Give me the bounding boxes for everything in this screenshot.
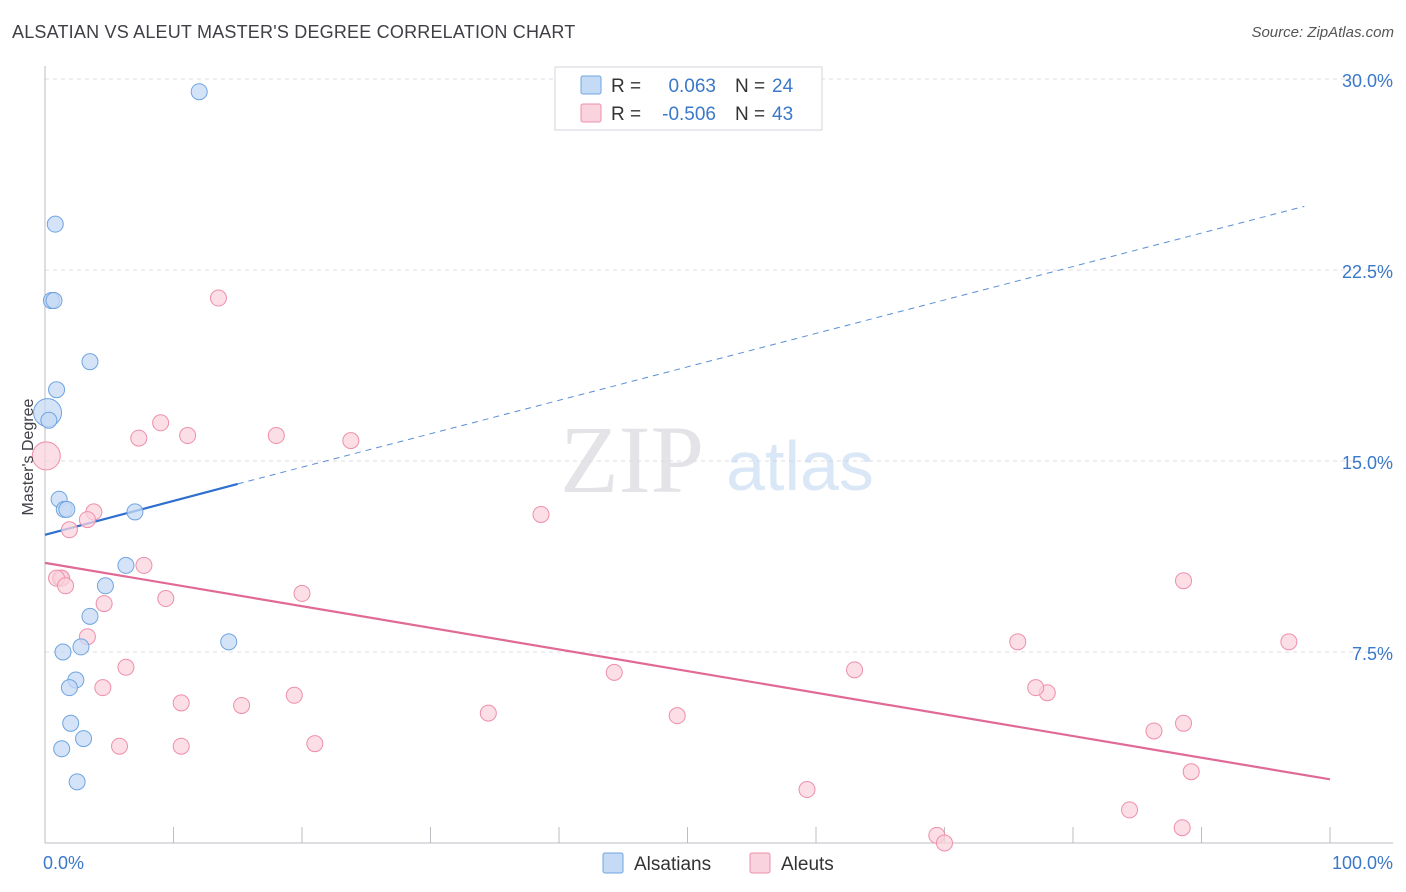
aleut-point: [668, 707, 686, 725]
aleut-point: [1145, 722, 1163, 740]
aleut-point: [135, 556, 153, 574]
alsatians-swatch: [580, 75, 602, 95]
alsatian-point: [40, 411, 58, 429]
aleut-point: [285, 686, 303, 704]
aleut-point: [1121, 801, 1139, 819]
y-tick-label: 30.0%: [1342, 71, 1393, 91]
stats-n-label-2: N =: [735, 104, 765, 125]
alsatian-point: [190, 83, 208, 101]
stats-n-value-2: 43: [772, 104, 793, 125]
data-points: [31, 83, 1298, 852]
aleut-point: [57, 577, 75, 595]
alsatian-point: [75, 730, 93, 748]
y-tick-label: 15.0%: [1342, 453, 1393, 473]
aleut-point: [936, 834, 953, 852]
alsatian-point: [54, 643, 72, 661]
legend-aleuts-label: Aleuts: [781, 854, 834, 875]
aleut-point: [117, 658, 135, 676]
alsatian-point: [45, 292, 63, 310]
alsatian-point: [60, 679, 78, 697]
legend-alsatians-label: Alsatians: [634, 854, 711, 875]
alsatian-point: [53, 740, 71, 758]
stats-r-value-2: -0.506: [662, 104, 716, 125]
stats-legend: R = 0.063 N = 24 R = -0.506 N = 43: [554, 66, 823, 131]
legend-aleuts-swatch: [749, 852, 771, 874]
legend-alsatians-swatch: [602, 852, 624, 874]
aleut-point: [605, 663, 623, 681]
aleut-point: [31, 441, 61, 471]
alsatian-point: [62, 714, 80, 732]
stats-n-label-1: N =: [735, 76, 765, 97]
aleut-point: [798, 781, 816, 799]
y-tick-label: 22.5%: [1342, 262, 1393, 282]
aleut-point: [293, 584, 311, 602]
alsatian-point: [81, 607, 99, 625]
aleuts-swatch: [580, 103, 602, 123]
aleut-point: [1175, 572, 1193, 590]
aleut-point: [1009, 633, 1027, 651]
gridlines: [45, 78, 1392, 653]
y-tick-label: 7.5%: [1352, 644, 1393, 664]
aleut-point: [172, 694, 190, 712]
aleut-point: [1182, 763, 1200, 781]
aleut-point: [1280, 633, 1298, 651]
aleut-point: [209, 289, 227, 307]
aleut-point: [130, 429, 148, 447]
aleut-point: [1175, 714, 1193, 732]
alsatian-point: [220, 633, 238, 651]
aleut-point: [1173, 819, 1191, 837]
alsatian-point: [126, 503, 144, 521]
series-legend: Alsatians Aleuts: [602, 852, 834, 875]
aleut-point: [95, 595, 113, 613]
alsatian-point: [117, 556, 135, 574]
alsatian-point: [58, 500, 76, 518]
stats-r-label-1: R =: [611, 76, 641, 97]
aleut-point: [152, 414, 170, 432]
aleut-point: [94, 679, 112, 697]
aleut-point: [532, 505, 550, 523]
chart-title: ALSATIAN VS ALEUT MASTER'S DEGREE CORREL…: [12, 22, 576, 42]
stats-r-value-1: 0.063: [668, 76, 716, 97]
aleut-point: [78, 511, 96, 529]
aleut-point: [60, 521, 78, 539]
aleut-point: [846, 661, 864, 679]
y-axis-label: Master's Degree: [20, 398, 37, 515]
alsatian-point: [72, 638, 90, 656]
alsatians-trend-extension: [237, 205, 1305, 485]
aleut-point: [233, 696, 251, 714]
stats-n-value-1: 24: [772, 76, 794, 97]
alsatian-point: [48, 381, 66, 399]
aleut-point: [172, 737, 190, 755]
aleut-point: [342, 432, 360, 450]
aleut-point: [1027, 679, 1045, 697]
source-label: Source: ZipAtlas.com: [1251, 24, 1394, 41]
alsatian-point: [81, 353, 99, 371]
aleut-point: [157, 590, 175, 608]
watermark-zip: ZIP: [560, 406, 704, 513]
aleut-point: [111, 737, 129, 755]
alsatian-point: [68, 773, 86, 791]
aleut-point: [306, 735, 324, 753]
watermark: ZIP atlas: [560, 406, 874, 513]
y-tick-labels: 7.5% 15.0% 22.5% 30.0%: [1342, 71, 1393, 664]
stats-r-label-2: R =: [611, 104, 641, 125]
x-tick-labels: 0.0% 100.0%: [43, 853, 1393, 873]
alsatian-point: [46, 215, 64, 233]
aleut-point: [479, 704, 497, 722]
aleuts-trend-line: [44, 561, 1331, 781]
alsatian-point: [96, 577, 114, 595]
aleut-point: [179, 427, 197, 445]
x-tick-label-min: 0.0%: [43, 853, 84, 873]
watermark-atlas: atlas: [726, 427, 874, 505]
aleut-point: [267, 427, 285, 445]
x-tick-label-max: 100.0%: [1332, 853, 1393, 873]
